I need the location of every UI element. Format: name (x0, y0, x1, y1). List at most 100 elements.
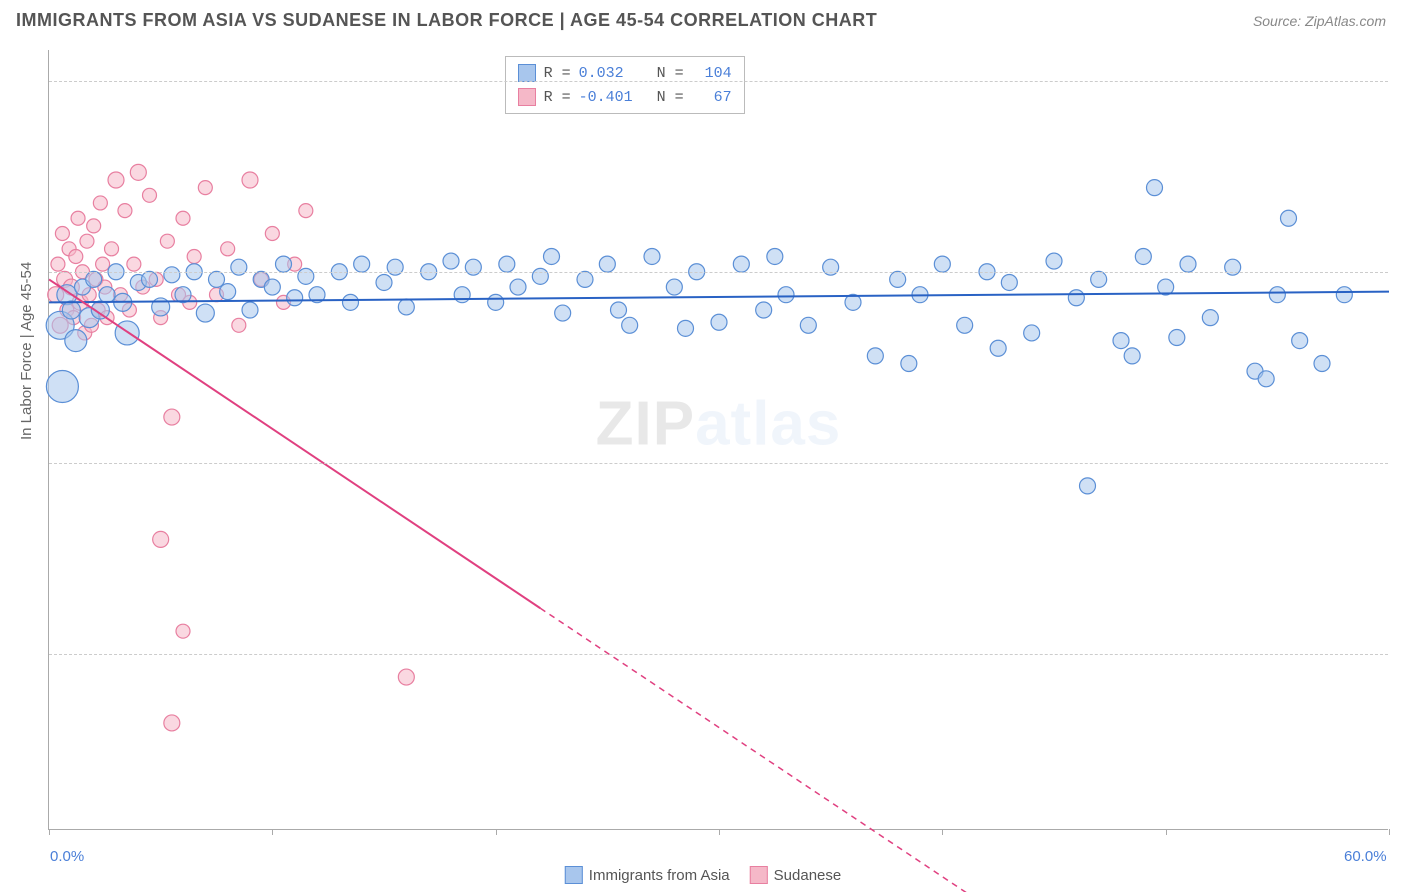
blue-point (1281, 210, 1297, 226)
pink-point (130, 164, 146, 180)
blue-point (1091, 271, 1107, 287)
r-label: R = (544, 65, 571, 82)
pink-point (55, 227, 69, 241)
pink-point (265, 227, 279, 241)
x-tick (942, 829, 943, 835)
blue-point (890, 271, 906, 287)
pink-point (69, 249, 83, 263)
pink-point (143, 188, 157, 202)
x-tick (1389, 829, 1390, 835)
legend-swatch (750, 866, 768, 884)
gridline (49, 272, 1388, 273)
n-label: N = (657, 89, 684, 106)
blue-point (65, 330, 87, 352)
pink-point (160, 234, 174, 248)
blue-point (678, 320, 694, 336)
legend-label: Sudanese (774, 867, 842, 884)
stats-swatch (518, 64, 536, 82)
blue-point (287, 290, 303, 306)
blue-point (231, 259, 247, 275)
chart-plot-area: ZIPatlas R = 0.032N =104R =-0.401N = 67 … (48, 50, 1388, 830)
blue-point (1113, 333, 1129, 349)
series-legend: Immigrants from AsiaSudanese (565, 866, 841, 884)
blue-point (443, 253, 459, 269)
blue-point (1169, 330, 1185, 346)
x-tick (719, 829, 720, 835)
blue-regression-line (49, 292, 1389, 303)
blue-point (1001, 274, 1017, 290)
blue-point (510, 279, 526, 295)
blue-point (778, 287, 794, 303)
blue-point (599, 256, 615, 272)
blue-point (611, 302, 627, 318)
blue-point (99, 287, 115, 303)
blue-point (343, 294, 359, 310)
pink-point (232, 318, 246, 332)
r-value: -0.401 (579, 89, 649, 106)
pink-point (105, 242, 119, 256)
n-value: 67 (692, 89, 732, 106)
y-tick-label: 100.0% (1398, 72, 1406, 89)
blue-point (532, 268, 548, 284)
gridline (49, 81, 1388, 82)
blue-point (488, 294, 504, 310)
blue-point (142, 271, 158, 287)
x-tick (496, 829, 497, 835)
pink-point (153, 531, 169, 547)
chart-title: IMMIGRANTS FROM ASIA VS SUDANESE IN LABO… (16, 10, 877, 31)
pink-point (93, 196, 107, 210)
blue-point (767, 248, 783, 264)
blue-point (1024, 325, 1040, 341)
x-axis-max-label: 60.0% (1344, 848, 1387, 865)
blue-point (1046, 253, 1062, 269)
y-axis-label: In Labor Force | Age 45-54 (18, 262, 35, 440)
x-tick (49, 829, 50, 835)
pink-point (164, 715, 180, 731)
blue-point (622, 317, 638, 333)
blue-point (644, 248, 660, 264)
blue-point (398, 299, 414, 315)
scatter-svg (49, 50, 1388, 829)
blue-point (823, 259, 839, 275)
r-value: 0.032 (579, 65, 649, 82)
blue-point (934, 256, 950, 272)
blue-point (298, 268, 314, 284)
blue-point (1080, 478, 1096, 494)
blue-point (387, 259, 403, 275)
pink-point (221, 242, 235, 256)
pink-regression-dashed (540, 608, 987, 892)
blue-point (354, 256, 370, 272)
blue-point (465, 259, 481, 275)
blue-point (577, 271, 593, 287)
blue-point (264, 279, 280, 295)
legend-item: Sudanese (750, 866, 842, 884)
chart-header: IMMIGRANTS FROM ASIA VS SUDANESE IN LABO… (0, 0, 1406, 36)
stats-row: R =-0.401N = 67 (518, 85, 732, 109)
blue-point (666, 279, 682, 295)
blue-point (1336, 287, 1352, 303)
blue-point (1135, 248, 1151, 264)
blue-point (756, 302, 772, 318)
x-axis-min-label: 0.0% (50, 848, 84, 865)
blue-point (1225, 259, 1241, 275)
blue-point (711, 314, 727, 330)
blue-point (901, 356, 917, 372)
pink-point (71, 211, 85, 225)
blue-point (1202, 310, 1218, 326)
pink-point (96, 257, 110, 271)
blue-point (1269, 287, 1285, 303)
blue-point (733, 256, 749, 272)
pink-regression-line (49, 279, 540, 608)
pink-point (80, 234, 94, 248)
x-tick (272, 829, 273, 835)
blue-point (867, 348, 883, 364)
blue-point (499, 256, 515, 272)
y-tick-label: 75.0% (1398, 454, 1406, 471)
y-tick-label: 62.5% (1398, 646, 1406, 663)
gridline (49, 654, 1388, 655)
blue-point (86, 271, 102, 287)
blue-point (990, 340, 1006, 356)
pink-point (127, 257, 141, 271)
blue-point (164, 267, 180, 283)
blue-point (242, 302, 258, 318)
